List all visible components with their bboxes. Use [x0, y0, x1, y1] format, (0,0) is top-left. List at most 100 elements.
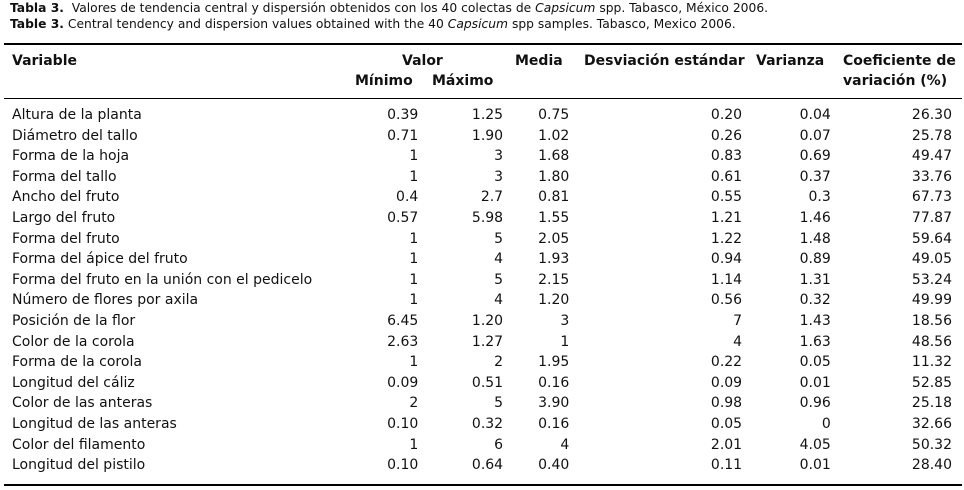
cell-varianza: 1.48	[799, 230, 831, 247]
cell-desviacion: 0.61	[710, 168, 743, 185]
cell-desviacion: 1.22	[710, 230, 743, 247]
cell-varianza: 4.05	[799, 436, 831, 453]
cell-maximo: 0.64	[471, 457, 504, 474]
cell-varianza: 0.32	[799, 292, 831, 309]
caption-spanish: Tabla 3. Valores de tendencia central y …	[10, 1, 768, 17]
header-variacion: variación (%)	[843, 73, 948, 89]
cell-media: 1.02	[538, 127, 570, 144]
header-valor: Valor	[402, 53, 443, 69]
cell-varianza: 0.37	[799, 168, 831, 185]
cell-media: 1.80	[538, 168, 570, 185]
caption-english-label: Table 3.	[10, 16, 64, 31]
cell-coeficiente: 11.32	[911, 354, 952, 371]
cell-varianza: 1.43	[799, 312, 831, 329]
cell-maximo: 1.25	[471, 107, 504, 123]
cell-minimo: 0.39	[387, 107, 419, 123]
table-row: Longitud del pistilo 0.10 0.64 0.40 0.11 0.01…	[4, 455, 962, 476]
cell-minimo: 0.57	[387, 209, 419, 226]
table-row: Número de flores por axila 1 4 1.20 0.56 0.32…	[4, 290, 962, 311]
table-row: Forma del ápice del fruto 1 4 1.93 0.94 0.89 4…	[4, 249, 962, 270]
cell-minimo: 1	[409, 436, 419, 453]
cell-maximo: 1.90	[471, 127, 504, 144]
caption-english: Table 3. Central tendency and dispersion…	[10, 17, 768, 33]
table-row: Color del filamento 1 6 4 2.01 4.05 50.32	[4, 435, 962, 456]
cell-desviacion: 0.94	[710, 251, 743, 268]
cell-media: 0.75	[538, 107, 570, 123]
cell-variable: Color de la corola	[12, 333, 135, 350]
table-row: Color de la corola 2.63 1.27 1 4 1.63 48.56	[4, 332, 962, 353]
cell-desviacion: 0.83	[710, 148, 743, 165]
table-row: Posición de la flor 6.45 1.20 3 7 1.43 18.56	[4, 311, 962, 332]
cell-minimo: 0.71	[387, 127, 419, 144]
cell-varianza: 0.69	[799, 148, 831, 165]
cell-variable: Longitud de las anteras	[12, 415, 177, 432]
cell-varianza: 0.89	[799, 251, 831, 268]
cell-media: 1.55	[538, 209, 570, 226]
cell-maximo: 1.27	[471, 333, 504, 350]
cell-varianza: 0.3	[808, 189, 831, 206]
cell-coeficiente: 67.73	[911, 189, 952, 206]
cell-variable: Forma del fruto	[12, 230, 120, 247]
cell-minimo: 1	[409, 168, 419, 185]
cell-coeficiente: 49.99	[911, 292, 952, 309]
cell-varianza: 0.01	[799, 374, 831, 391]
cell-desviacion: 1.21	[710, 209, 743, 226]
cell-coeficiente: 26.30	[911, 107, 952, 123]
cell-desviacion: 0.56	[710, 292, 743, 309]
cell-maximo: 5	[494, 271, 504, 288]
cell-maximo: 5.98	[471, 209, 504, 226]
caption-english-text: Central tendency and dispersion values o…	[63, 16, 448, 31]
header-varianza: Varianza	[756, 53, 825, 69]
cell-coeficiente: 50.32	[911, 436, 952, 453]
table-captions: Tabla 3. Valores de tendencia central y …	[10, 1, 768, 32]
data-table-body: Altura de la planta 0.39 1.25 0.75 0.20 0.04 2…	[4, 105, 962, 476]
table-row: Forma de la hoja 1 3 1.68 0.83 0.69 49.47	[4, 146, 962, 167]
cell-minimo: 0.10	[387, 457, 419, 474]
header-variable: Variable	[12, 53, 77, 69]
cell-desviacion: 2.01	[710, 436, 743, 453]
cell-coeficiente: 32.66	[911, 415, 952, 432]
cell-minimo: 6.45	[387, 312, 419, 329]
table-row: Forma de la corola 1 2 1.95 0.22 0.05 11.32	[4, 352, 962, 373]
cell-variable: Posición de la flor	[12, 312, 136, 329]
cell-coeficiente: 25.78	[911, 127, 952, 144]
cell-variable: Número de flores por axila	[12, 292, 199, 309]
data-table: Altura de la planta 0.39 1.25 0.75 0.20 0.04 2…	[4, 105, 962, 476]
cell-minimo: 0.4	[396, 189, 419, 206]
cell-media: 1.95	[538, 354, 570, 371]
cell-minimo: 2	[409, 395, 419, 412]
table-row: Diámetro del tallo 0.71 1.90 1.02 0.26 0.07 25…	[4, 126, 962, 147]
cell-media: 0.16	[538, 415, 570, 432]
cell-variable: Ancho del fruto	[12, 189, 120, 206]
cell-maximo: 0.32	[471, 415, 504, 432]
cell-variable: Color del filamento	[12, 436, 146, 453]
table-row: Forma del tallo 1 3 1.80 0.61 0.37 33.76	[4, 167, 962, 188]
table-row: Ancho del fruto 0.4 2.7 0.81 0.55 0.3 67.73	[4, 187, 962, 208]
cell-maximo: 4	[494, 251, 504, 268]
cell-media: 3.90	[538, 395, 570, 412]
caption-english-tail: spp samples. Tabasco, Mexico 2006.	[508, 16, 736, 31]
caption-spanish-genus: Capsicum	[535, 1, 596, 15]
header-minimo: Mínimo	[355, 73, 413, 89]
cell-media: 0.40	[538, 457, 570, 474]
cell-minimo: 1	[409, 271, 419, 288]
cell-minimo: 0.09	[387, 374, 419, 391]
cell-variable: Forma del ápice del fruto	[12, 251, 188, 268]
cell-maximo: 3	[494, 168, 504, 185]
cell-desviacion: 7	[733, 312, 743, 329]
cell-desviacion: 0.20	[710, 107, 743, 123]
cell-coeficiente: 49.47	[911, 148, 952, 165]
cell-variable: Largo del fruto	[12, 209, 116, 226]
cell-media: 1.20	[538, 292, 570, 309]
cell-varianza: 1.31	[799, 271, 831, 288]
cell-coeficiente: 49.05	[911, 251, 952, 268]
cell-varianza: 0.01	[799, 457, 831, 474]
cell-coeficiente: 28.40	[911, 457, 952, 474]
cell-varianza: 0	[821, 415, 831, 432]
table-row: Altura de la planta 0.39 1.25 0.75 0.20 0.04 2…	[4, 105, 962, 126]
cell-media: 2.15	[538, 271, 570, 288]
cell-desviacion: 0.05	[710, 415, 743, 432]
cell-minimo: 1	[409, 292, 419, 309]
cell-coeficiente: 25.18	[911, 395, 952, 412]
cell-maximo: 3	[494, 148, 504, 165]
